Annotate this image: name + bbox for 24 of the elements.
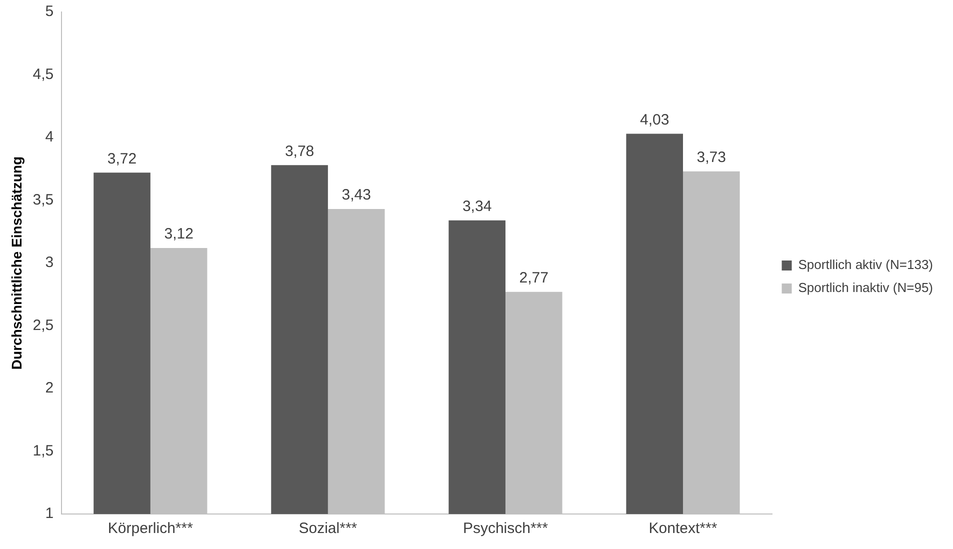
data-label: 2,77 (519, 270, 548, 287)
y-tick-label: 4 (45, 128, 54, 146)
legend-label: Sportlich inaktiv (N=95) (798, 280, 933, 296)
data-label: 3,43 (342, 186, 371, 204)
data-label: 3,73 (696, 149, 726, 166)
y-axis-title: Durchschnittliche Einschätzung (8, 156, 24, 370)
data-label: 3,72 (107, 150, 137, 168)
y-tick-label: 5 (45, 3, 54, 20)
data-label: 3,34 (462, 198, 492, 215)
y-tick-label: 1 (45, 505, 54, 522)
x-tick-label: Kontext*** (648, 520, 718, 538)
x-tick-label: Sozial*** (298, 520, 358, 538)
y-tick-label: 1,5 (32, 442, 54, 460)
y-tick-label: 3,5 (32, 191, 54, 208)
x-tick-label: Psychisch*** (462, 520, 548, 538)
x-tick-label: Körperlich*** (108, 520, 194, 538)
legend-label: Sportllich aktiv (N=133) (798, 257, 933, 272)
data-label: 4,03 (640, 111, 670, 128)
y-tick-label: 2 (45, 380, 54, 397)
y-tick-label: 2,5 (32, 316, 54, 334)
y-tick-label: 4,5 (32, 66, 54, 83)
data-label: 3,12 (164, 226, 194, 243)
data-label: 3,78 (284, 142, 314, 160)
y-tick-label: 3 (45, 254, 54, 272)
